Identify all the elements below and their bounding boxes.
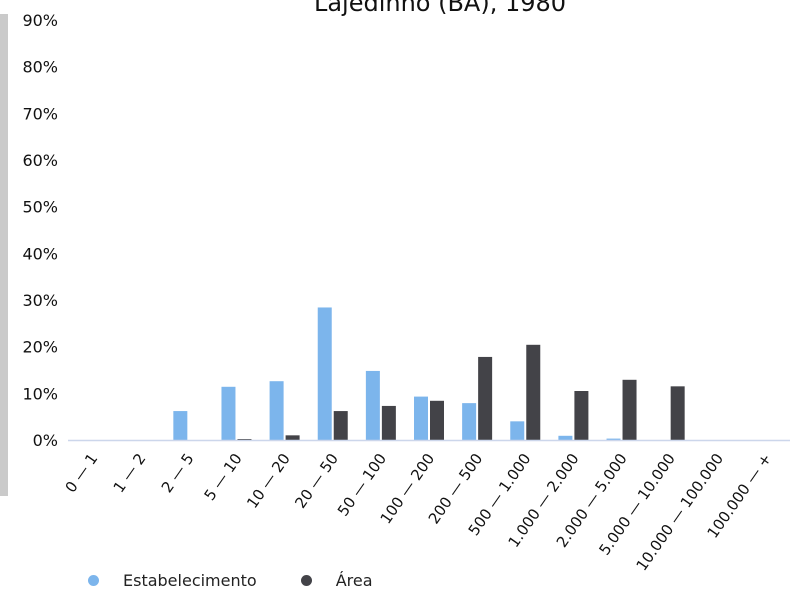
x-tick-label: 10.000 — 100.000 xyxy=(633,450,728,574)
bar-estabelecimento[interactable] xyxy=(173,411,188,440)
x-tick-label: 5 — 10 xyxy=(201,450,246,504)
y-tick-label: 60% xyxy=(22,151,58,170)
legend-item-estabelecimento[interactable]: Estabelecimento xyxy=(88,571,257,590)
x-tick-label: 10 — 20 xyxy=(243,450,294,512)
y-tick-label: 40% xyxy=(22,244,58,263)
x-tick-label: 0 — 1 xyxy=(62,450,102,496)
x-tick-label: 2 — 5 xyxy=(158,450,198,496)
legend: Estabelecimento Área xyxy=(88,568,417,592)
bar-area[interactable] xyxy=(381,405,396,440)
y-axis: 0% 10% 20% 30% 40% 50% 60% 70% 80% 90% xyxy=(22,11,58,450)
y-tick-label: 90% xyxy=(22,11,58,30)
bar-estabelecimento[interactable] xyxy=(414,396,428,440)
scrollbar-track[interactable] xyxy=(0,14,8,496)
bar-area[interactable] xyxy=(430,400,444,440)
bar-estabelecimento[interactable] xyxy=(365,370,380,440)
legend-marker-area xyxy=(300,574,312,586)
legend-item-area[interactable]: Área xyxy=(300,570,373,590)
bar-estabelecimento[interactable] xyxy=(269,381,284,440)
legend-label-area: Área xyxy=(335,570,373,590)
x-tick-label: 20 — 50 xyxy=(291,450,342,512)
bar-area[interactable] xyxy=(622,379,637,440)
chart-title: Lajedinho (BA), 1980 xyxy=(314,0,566,17)
bar-area[interactable] xyxy=(526,344,541,440)
bar-estabelecimento[interactable] xyxy=(317,307,332,440)
bar-area[interactable] xyxy=(574,391,589,440)
y-tick-label: 10% xyxy=(22,384,58,403)
legend-marker-estabelecimento xyxy=(88,574,99,586)
bar-area[interactable] xyxy=(237,439,252,440)
y-tick-label: 70% xyxy=(22,104,58,123)
y-tick-label: 20% xyxy=(22,338,58,357)
y-tick-label: 30% xyxy=(22,291,58,310)
y-tick-label: 0% xyxy=(33,431,58,450)
bar-estabelecimento[interactable] xyxy=(221,386,236,440)
bar-estabelecimento[interactable] xyxy=(510,421,525,440)
bar-estabelecimento[interactable] xyxy=(558,435,573,440)
bar-area[interactable] xyxy=(285,435,300,440)
legend-label-estabelecimento: Estabelecimento xyxy=(123,570,257,590)
y-tick-label: 50% xyxy=(22,198,58,217)
bar-area[interactable] xyxy=(333,411,348,440)
bar-area[interactable] xyxy=(670,386,685,440)
bar-estabelecimento[interactable] xyxy=(606,438,621,440)
y-tick-label: 80% xyxy=(22,58,58,77)
x-tick-label: 1 — 2 xyxy=(110,450,150,496)
bars xyxy=(173,307,685,440)
bar-area[interactable] xyxy=(478,356,493,440)
bar-estabelecimento[interactable] xyxy=(462,403,477,440)
